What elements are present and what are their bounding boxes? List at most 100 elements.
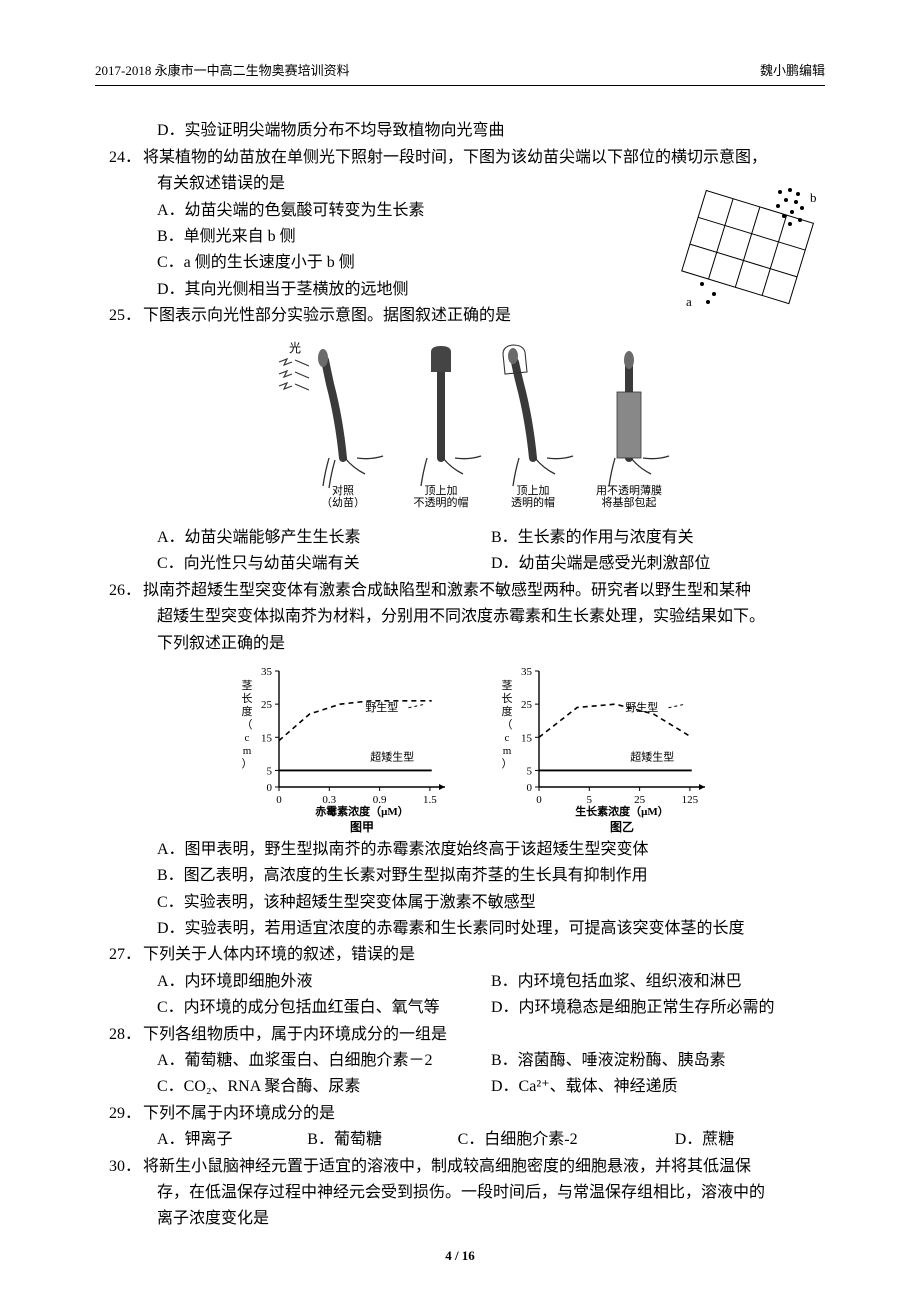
svg-text:0.9: 0.9 <box>373 794 387 806</box>
q24-num: 24． <box>95 145 141 171</box>
q26-b: B．图乙表明，高浓度的生长素对野生型拟南芥茎的生长具有抑制作用 <box>95 863 825 889</box>
q28-num: 28． <box>95 1022 141 1048</box>
svg-text:m: m <box>243 745 252 757</box>
q29-b: B．葡萄糖 <box>307 1127 457 1153</box>
svg-text:（幼苗）: （幼苗） <box>321 496 365 509</box>
svg-text:c: c <box>245 732 250 744</box>
svg-text:25: 25 <box>261 699 273 711</box>
svg-text:15: 15 <box>261 732 273 744</box>
q26-stem-l3: 下列叙述正确的是 <box>95 631 825 657</box>
q28-a: A．葡萄糖、血浆蛋白、白细胞介素－2 <box>157 1048 491 1074</box>
q27-d: D．内环境稳态是细胞正常生存所必需的 <box>491 995 825 1021</box>
q29: 29． 下列不属于内环境成分的是 <box>95 1101 825 1127</box>
page-number: 4 / 16 <box>0 1245 920 1266</box>
q26-num: 26． <box>95 578 141 604</box>
page-header: 2017-2018 永康市一中高二生物奥赛培训资料 魏小鹏编辑 <box>95 60 825 81</box>
svg-text:0: 0 <box>276 794 282 806</box>
q30-stem-l1: 将新生小鼠脑神经元置于适宜的溶液中，制成较高细胞密度的细胞悬液，并将其低温保 <box>143 1154 825 1180</box>
q27-stem: 下列关于人体内环境的叙述，错误的是 <box>143 942 825 968</box>
q25-figure: 光 对照（幼苗 <box>95 338 825 519</box>
q29-opts: A．钾离子 B．葡萄糖 C．白细胞介素-2 D．蔗糖 <box>95 1127 825 1153</box>
svg-text:顶上加: 顶上加 <box>517 484 550 497</box>
svg-text:度: 度 <box>242 704 253 718</box>
q24-figure: b a <box>672 180 822 329</box>
svg-text:用不透明薄膜: 用不透明薄膜 <box>596 483 662 497</box>
svg-text:图甲: 图甲 <box>350 820 374 833</box>
svg-text:图乙: 图乙 <box>610 820 634 833</box>
svg-text:b: b <box>810 190 817 205</box>
svg-text:15: 15 <box>521 732 533 744</box>
q26: 26． 拟南芥超矮生型突变体有激素合成缺陷型和激素不敏感型两种。研究者以野生型和… <box>95 578 825 604</box>
svg-text:超矮生型: 超矮生型 <box>370 749 414 763</box>
svg-text:长: 长 <box>502 692 513 705</box>
svg-text:茎: 茎 <box>242 679 253 692</box>
q23-option-d: D．实验证明尖端物质分布不均导致植物向光弯曲 <box>95 118 825 144</box>
q26-c: C．实验表明，该种超矮生型突变体属于激素不敏感型 <box>95 890 825 916</box>
q25-options-1: A．幼苗尖端能够产生生长素 B．生长素的作用与浓度有关 <box>95 525 825 551</box>
svg-text:度: 度 <box>502 704 513 718</box>
q28-opts-2: C．CO₂、RNA 聚合酶、尿素 D．Ca²⁺、载体、神经递质 <box>95 1074 825 1100</box>
q26-chart-left: 0515253500.30.91.5茎长度（cm）赤霉素浓度（μM）图甲野生型超… <box>235 663 455 833</box>
q27: 27． 下列关于人体内环境的叙述，错误的是 <box>95 942 825 968</box>
svg-text:5: 5 <box>587 794 593 806</box>
svg-text:（: （ <box>242 718 253 731</box>
svg-text:c: c <box>505 732 510 744</box>
q26-charts: 0515253500.30.91.5茎长度（cm）赤霉素浓度（μM）图甲野生型超… <box>95 663 825 833</box>
q26-stem-l2: 超矮生型突变体拟南芥为材料，分别用不同浓度赤霉素和生长素处理，实验结果如下。 <box>95 604 825 630</box>
svg-text:顶上加: 顶上加 <box>425 484 458 497</box>
svg-text:0: 0 <box>536 794 542 806</box>
q29-stem: 下列不属于内环境成分的是 <box>143 1101 825 1127</box>
q27-b: B．内环境包括血浆、组织液和淋巴 <box>491 969 825 995</box>
q25-d: D．幼苗尖端是感受光刺激部位 <box>491 551 825 577</box>
q24: 24． 将某植物的幼苗放在单侧光下照射一段时间，下图为该幼苗尖端以下部位的横切示… <box>95 145 825 171</box>
svg-text:m: m <box>503 745 512 757</box>
q30-stem-l3: 离子浓度变化是 <box>95 1206 825 1232</box>
svg-text:超矮生型: 超矮生型 <box>630 749 674 763</box>
q27-opts-2: C．内环境的成分包括血红蛋白、氧气等 D．内环境稳态是细胞正常生存所必需的 <box>95 995 825 1021</box>
q27-a: A．内环境即细胞外液 <box>157 969 491 995</box>
q28-d: D．Ca²⁺、载体、神经递质 <box>491 1074 825 1100</box>
svg-text:1.5: 1.5 <box>423 794 437 806</box>
svg-text:25: 25 <box>521 699 533 711</box>
svg-text:a: a <box>686 294 692 309</box>
svg-text:野生型: 野生型 <box>365 700 398 714</box>
svg-text:将基部包起: 将基部包起 <box>602 495 657 509</box>
q28-b: B．溶菌酶、唾液淀粉酶、胰岛素 <box>491 1048 825 1074</box>
svg-text:35: 35 <box>521 666 533 678</box>
svg-text:0: 0 <box>267 782 273 794</box>
q29-num: 29． <box>95 1101 141 1127</box>
svg-text:0.3: 0.3 <box>322 794 336 806</box>
svg-text:5: 5 <box>527 765 533 777</box>
svg-text:不透明的帽: 不透明的帽 <box>414 495 469 509</box>
svg-text:赤霉素浓度（μM）: 赤霉素浓度（μM） <box>315 804 409 818</box>
q26-d: D．实验表明，若用适宜浓度的赤霉素和生长素同时处理，可提高该突变体茎的长度 <box>95 916 825 942</box>
svg-text:）: ） <box>502 757 513 770</box>
svg-text:透明的帽: 透明的帽 <box>511 495 555 509</box>
svg-text:5: 5 <box>267 765 273 777</box>
q26-stem-l1: 拟南芥超矮生型突变体有激素合成缺陷型和激素不敏感型两种。研究者以野生型和某种 <box>143 578 825 604</box>
q26-a: A．图甲表明，野生型拟南芥的赤霉素浓度始终高于该超矮生型突变体 <box>95 837 825 863</box>
header-left: 2017-2018 永康市一中高二生物奥赛培训资料 <box>95 60 350 81</box>
q25-light-label: 光 <box>289 341 301 355</box>
svg-text:25: 25 <box>634 794 646 806</box>
q28: 28． 下列各组物质中，属于内环境成分的一组是 <box>95 1022 825 1048</box>
svg-text:长: 长 <box>242 692 253 705</box>
q29-a: A．钾离子 <box>157 1127 307 1153</box>
svg-text:生长素浓度（μM）: 生长素浓度（μM） <box>575 804 669 818</box>
header-right: 魏小鹏编辑 <box>760 60 825 81</box>
svg-text:0: 0 <box>527 782 533 794</box>
q27-opts-1: A．内环境即细胞外液 B．内环境包括血浆、组织液和淋巴 <box>95 969 825 995</box>
q30: 30． 将新生小鼠脑神经元置于适宜的溶液中，制成较高细胞密度的细胞悬液，并将其低… <box>95 1154 825 1180</box>
svg-text:125: 125 <box>682 794 699 806</box>
header-rule <box>95 85 825 86</box>
q27-c: C．内环境的成分包括血红蛋白、氧气等 <box>157 995 491 1021</box>
q25-b: B．生长素的作用与浓度有关 <box>491 525 825 551</box>
q28-stem: 下列各组物质中，属于内环境成分的一组是 <box>143 1022 825 1048</box>
svg-text:对照: 对照 <box>332 483 354 497</box>
svg-text:野生型: 野生型 <box>625 700 658 714</box>
svg-text:（: （ <box>502 718 513 731</box>
q28-opts-1: A．葡萄糖、血浆蛋白、白细胞介素－2 B．溶菌酶、唾液淀粉酶、胰岛素 <box>95 1048 825 1074</box>
q29-d: D．蔗糖 <box>675 1127 825 1153</box>
q25-num: 25． <box>95 303 141 329</box>
q25-a: A．幼苗尖端能够产生生长素 <box>157 525 491 551</box>
